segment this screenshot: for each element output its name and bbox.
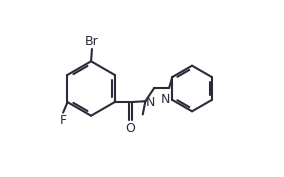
- Text: N: N: [146, 96, 155, 109]
- Text: F: F: [60, 113, 67, 127]
- Text: N: N: [161, 93, 170, 106]
- Text: O: O: [126, 122, 135, 135]
- Text: Br: Br: [85, 35, 99, 48]
